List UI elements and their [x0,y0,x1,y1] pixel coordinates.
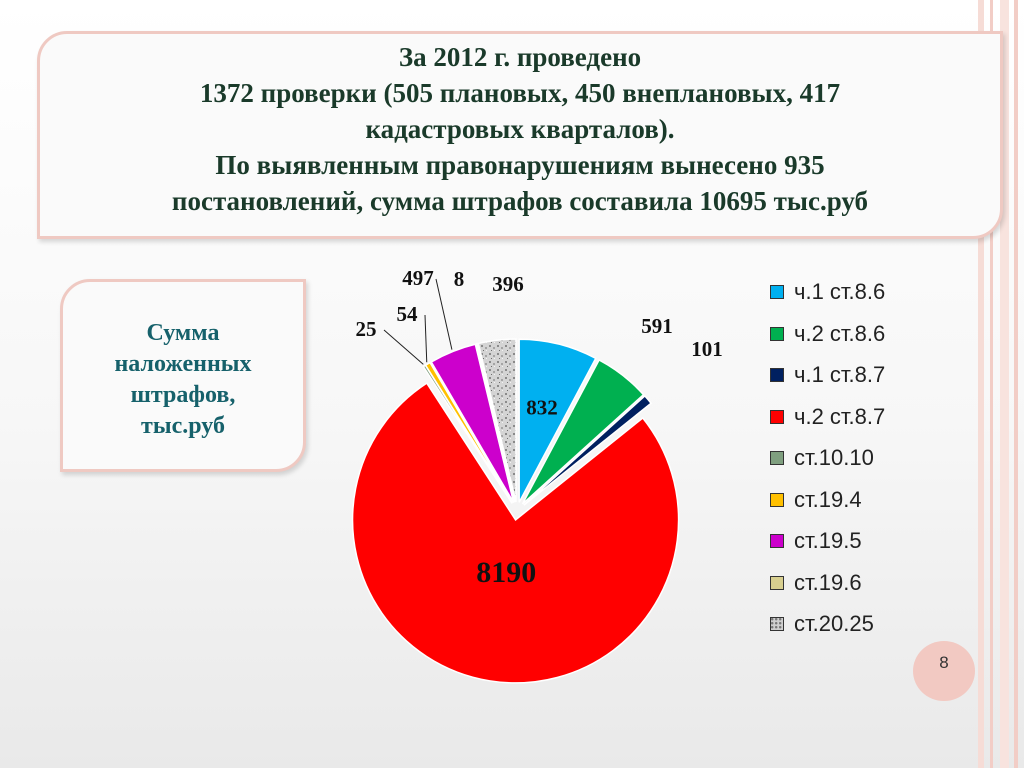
legend-item: ст.10.10 [770,444,885,486]
legend-swatch [770,575,784,590]
title-line: За 2012 г. проведено [398,42,642,72]
legend-label: ст.20.25 [794,611,874,636]
legend-label: ст.19.5 [794,528,862,553]
legend-swatch [770,285,784,299]
legend-item: ст.20.25 [770,610,885,652]
pie-slice-2 [521,358,645,505]
pie-slice-8 [475,342,516,503]
legend-item: ч.2 ст.8.6 [770,320,885,362]
legend-swatch [770,534,784,548]
legend-label: ст.19.6 [794,569,862,595]
pie-slice-4 [351,382,680,684]
caption-line: тыс.руб [141,413,225,439]
legend-label: ст.19.4 [794,486,862,512]
title-line: 1372 проверки (505 плановых, 450 внеплан… [199,78,841,108]
legend-item: ст.19.4 [770,486,885,528]
legend-item: ч.1 ст.8.6 [770,278,885,320]
pie-slice-9 [477,338,517,503]
legend-item: ст.19.5 [770,527,885,569]
title-line: По выявленным правонарушениям вынесено 9… [215,150,825,180]
title-box: За 2012 г. проведено 1372 проверки (505 … [37,31,1003,239]
data-label: 591 [641,314,673,338]
caption-line: Сумма [146,320,220,346]
legend-swatch [770,617,784,631]
legend-label: ч.1 ст.8.7 [794,362,886,387]
pie-slice-6 [424,361,513,504]
legend-label: ч.2 ст.8.6 [794,320,886,346]
data-label: 396 [492,272,524,296]
data-label: 25 [356,317,377,341]
data-label: 8 [454,267,465,291]
legend-item: ст.19.6 [770,569,885,611]
legend-item: ч.2 ст.8.7 [770,403,885,445]
pie-slice-3 [523,394,653,506]
legend-swatch [770,368,784,382]
legend-swatch [770,409,784,424]
legend-label: ч.2 ст.8.7 [794,403,886,429]
leader-line [424,314,428,363]
chart-caption-box: Сумма наложенных штрафов, тыс.руб [60,279,306,472]
data-label: 54 [397,302,419,326]
legend-swatch [770,451,784,465]
pie-slice-7 [430,343,515,504]
caption-line: наложенных [114,351,252,377]
decorative-edge-stripes [978,0,1024,768]
legend-label: ст.10.10 [794,445,874,470]
legend-label: ч.1 ст.8.6 [794,279,886,304]
pie-slice-1 [518,338,597,503]
legend-item: ч.1 ст.8.7 [770,361,885,403]
leader-line [435,278,453,350]
data-label: 497 [402,266,434,290]
page-number-badge: 8 [913,641,975,701]
data-label: 832 [526,396,558,420]
caption-line: штрафов, [130,382,236,408]
legend-swatch [770,492,784,507]
title-line: постановлений, сумма штрафов составила 1… [171,186,869,216]
leader-line [383,329,424,365]
data-label: 8190 [476,556,536,589]
title-line: кадастровых кварталов). [365,114,675,144]
chart-legend: ч.1 ст.8.6 ч.2 ст.8.6 ч.1 ст.8.7 ч.2 ст.8.7… [770,278,885,652]
data-label: 101 [691,337,723,361]
legend-swatch [770,326,784,341]
